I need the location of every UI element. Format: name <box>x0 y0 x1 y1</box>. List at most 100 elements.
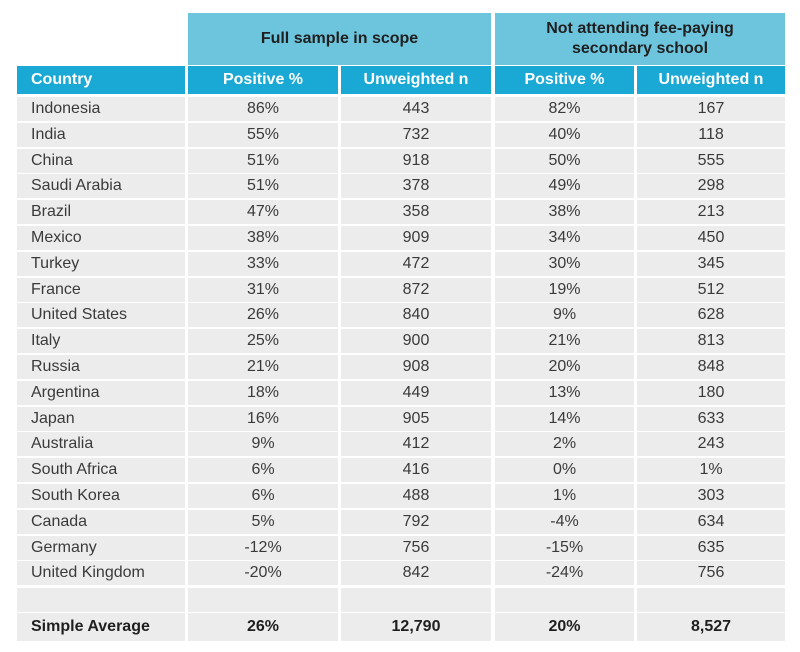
column-header-n-full: Unweighted n <box>341 66 491 94</box>
n-full-cell: 416 <box>341 458 491 483</box>
positive-not-attending-cell: 19% <box>495 277 634 302</box>
n-full-cell: 378 <box>341 174 491 199</box>
positive-full-cell: 38% <box>188 225 338 250</box>
column-header-country: Country <box>17 66 185 94</box>
positive-not-attending-cell: 50% <box>495 148 634 173</box>
positive-full-cell: 25% <box>188 329 338 354</box>
n-full-cell: 732 <box>341 122 491 147</box>
country-cell: Turkey <box>17 251 185 276</box>
positive-full-cell: 26% <box>188 303 338 328</box>
n-not-attending-cell: 512 <box>637 277 785 302</box>
spacer-cell <box>341 588 491 612</box>
group-header-row: Full sample in scope Not attending fee-p… <box>0 13 800 65</box>
n-not-attending-cell: 118 <box>637 122 785 147</box>
table-row: India 55% 732 40% 118 <box>0 122 800 149</box>
country-cell: India <box>17 122 185 147</box>
column-header-positive-full: Positive % <box>188 66 338 94</box>
positive-full-cell: 6% <box>188 458 338 483</box>
country-cell: South Korea <box>17 483 185 508</box>
positive-full-cell: 33% <box>188 251 338 276</box>
n-not-attending-cell: 634 <box>637 509 785 534</box>
n-full-cell: 488 <box>341 483 491 508</box>
table-row: Argentina 18% 449 13% 180 <box>0 380 800 407</box>
table-row: Australia 9% 412 2% 243 <box>0 432 800 458</box>
n-full-cell: 412 <box>341 432 491 457</box>
positive-not-attending-cell: -15% <box>495 535 634 560</box>
positive-not-attending-cell: 82% <box>495 97 634 121</box>
positive-full-cell: 21% <box>188 354 338 379</box>
positive-full-cell: 86% <box>188 97 338 121</box>
n-not-attending-cell: 1% <box>637 458 785 483</box>
average-row: Simple Average 26% 12,790 20% 8,527 <box>0 613 800 641</box>
positive-not-attending-cell: 14% <box>495 406 634 431</box>
column-header-n-not-attending: Unweighted n <box>637 66 785 94</box>
country-cell: Japan <box>17 406 185 431</box>
spacer-cell <box>495 588 634 612</box>
spacer-cell <box>17 588 185 612</box>
average-positive-full: 26% <box>188 613 338 641</box>
positive-not-attending-cell: 2% <box>495 432 634 457</box>
n-full-cell: 472 <box>341 251 491 276</box>
n-full-cell: 449 <box>341 380 491 405</box>
n-full-cell: 908 <box>341 354 491 379</box>
table-row: China 51% 918 50% 555 <box>0 148 800 175</box>
positive-full-cell: 5% <box>188 509 338 534</box>
n-not-attending-cell: 167 <box>637 97 785 121</box>
n-not-attending-cell: 180 <box>637 380 785 405</box>
n-not-attending-cell: 345 <box>637 251 785 276</box>
country-cell: Mexico <box>17 225 185 250</box>
country-cell: Canada <box>17 509 185 534</box>
country-cell: Argentina <box>17 380 185 405</box>
n-not-attending-cell: 298 <box>637 174 785 199</box>
n-full-cell: 918 <box>341 148 491 173</box>
positive-full-cell: 51% <box>188 174 338 199</box>
n-not-attending-cell: 555 <box>637 148 785 173</box>
positive-not-attending-cell: 40% <box>495 122 634 147</box>
column-header-row: Country Positive % Unweighted n Positive… <box>0 66 800 94</box>
n-not-attending-cell: 756 <box>637 561 785 586</box>
n-not-attending-cell: 813 <box>637 329 785 354</box>
n-full-cell: 872 <box>341 277 491 302</box>
positive-not-attending-cell: -24% <box>495 561 634 586</box>
country-cell: Germany <box>17 535 185 560</box>
table-row: South Korea 6% 488 1% 303 <box>0 483 800 510</box>
positive-full-cell: 47% <box>188 200 338 225</box>
country-cell: United Kingdom <box>17 561 185 586</box>
country-cell: Saudi Arabia <box>17 174 185 199</box>
spacer-cell <box>637 588 785 612</box>
table-row: France 31% 872 19% 512 <box>0 277 800 304</box>
n-not-attending-cell: 303 <box>637 483 785 508</box>
positive-not-attending-cell: 21% <box>495 329 634 354</box>
positive-not-attending-cell: -4% <box>495 509 634 534</box>
average-positive-not-attending: 20% <box>495 613 634 641</box>
n-not-attending-cell: 848 <box>637 354 785 379</box>
table-body: Indonesia 86% 443 82% 167 India 55% 732 40% 118 Ch… <box>0 97 800 587</box>
n-full-cell: 909 <box>341 225 491 250</box>
average-n-not-attending: 8,527 <box>637 613 785 641</box>
table-row: Turkey 33% 472 30% 345 <box>0 251 800 278</box>
country-cell: South Africa <box>17 458 185 483</box>
country-cell: China <box>17 148 185 173</box>
table-row: Japan 16% 905 14% 633 <box>0 406 800 433</box>
n-full-cell: 792 <box>341 509 491 534</box>
table-row: Germany -12% 756 -15% 635 <box>0 535 800 562</box>
n-not-attending-cell: 213 <box>637 200 785 225</box>
positive-not-attending-cell: 1% <box>495 483 634 508</box>
n-full-cell: 842 <box>341 561 491 586</box>
country-cell: France <box>17 277 185 302</box>
n-not-attending-cell: 243 <box>637 432 785 457</box>
positive-not-attending-cell: 13% <box>495 380 634 405</box>
column-header-positive-not-attending: Positive % <box>495 66 634 94</box>
positive-not-attending-cell: 34% <box>495 225 634 250</box>
table-row: South Africa 6% 416 0% 1% <box>0 458 800 484</box>
table-row: Russia 21% 908 20% 848 <box>0 354 800 381</box>
positive-full-cell: 6% <box>188 483 338 508</box>
country-cell: Italy <box>17 329 185 354</box>
positive-full-cell: 16% <box>188 406 338 431</box>
positive-full-cell: 51% <box>188 148 338 173</box>
table-row: Indonesia 86% 443 82% 167 <box>0 97 800 123</box>
group-header-not-attending: Not attending fee-paying secondary schoo… <box>495 13 785 65</box>
positive-full-cell: -12% <box>188 535 338 560</box>
n-not-attending-cell: 450 <box>637 225 785 250</box>
